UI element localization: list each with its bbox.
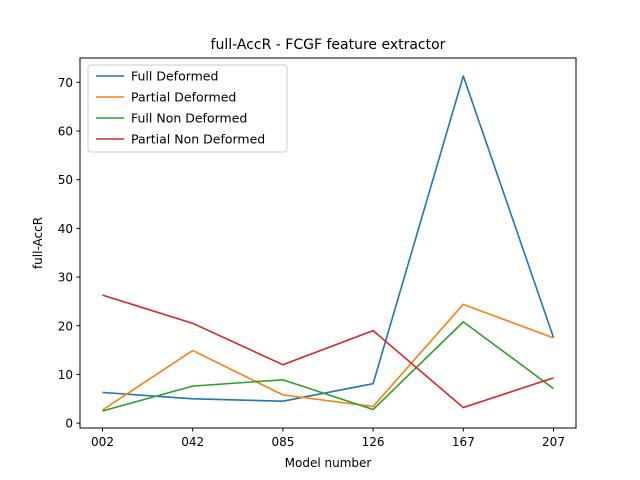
legend-label: Partial Non Deformed [131, 132, 265, 147]
y-tick-label: 70 [58, 76, 73, 90]
x-tick-label: 126 [362, 435, 385, 449]
series-line-2 [102, 303, 554, 411]
y-axis: 0 10 20 30 40 50 60 70 [58, 76, 80, 431]
x-tick-label: 167 [452, 435, 475, 449]
x-tick-label: 042 [181, 435, 204, 449]
legend-box [87, 64, 288, 153]
y-tick-label: 60 [58, 125, 73, 139]
y-tick-label: 50 [58, 173, 73, 187]
y-axis-label: full-AccR [31, 217, 45, 269]
legend-label: Full Non Deformed [131, 111, 247, 126]
x-axis: 002 042 085 126 167 207 [91, 428, 565, 449]
y-tick-label: 40 [58, 222, 73, 236]
y-tick-label: 20 [58, 319, 73, 333]
y-tick-label: 0 [65, 417, 73, 431]
legend-label: Full Deformed [131, 69, 218, 84]
y-tick-label: 10 [58, 368, 73, 382]
series-lines [102, 75, 555, 412]
y-tick-label: 30 [58, 271, 73, 285]
x-tick-label: 085 [271, 435, 294, 449]
plot-area [79, 57, 577, 429]
legend-label: Partial Deformed [131, 90, 236, 105]
series-line-4 [102, 294, 554, 409]
x-axis-label: Model number [285, 456, 372, 470]
x-tick-label: 207 [542, 435, 565, 449]
chart-title: full-AccR - FCGF feature extractor [211, 37, 446, 53]
series-line-3 [102, 321, 554, 412]
series-line-1 [102, 75, 555, 403]
legend: Full Deformed Partial Deformed Full Non De… [87, 64, 288, 153]
x-tick-label: 002 [91, 435, 114, 449]
